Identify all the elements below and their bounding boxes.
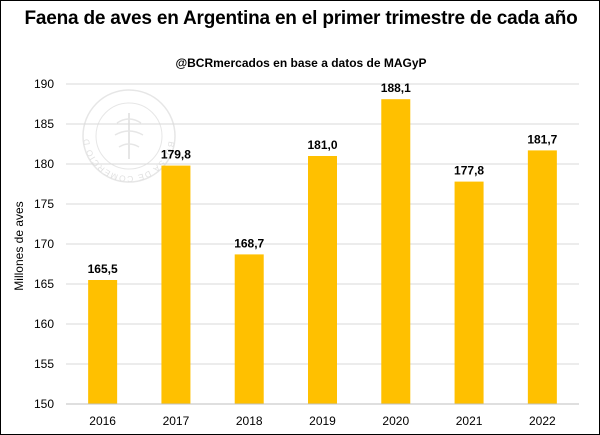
- bar-2021: [454, 181, 484, 404]
- data-label-2018: 168,7: [234, 236, 264, 250]
- data-label-2019: 181,0: [307, 138, 337, 152]
- y-tick-label-190: 190: [34, 77, 54, 91]
- y-tick-label-160: 160: [34, 317, 54, 331]
- data-label-2020: 188,1: [381, 81, 411, 95]
- x-tick-label-2017: 2017: [163, 414, 190, 428]
- watermark-seal: BOLSA DE COMERCIO DE ROSARIO: [1, 1, 177, 184]
- bar-2016: [88, 280, 118, 404]
- y-tick-label-180: 180: [34, 157, 54, 171]
- x-tick-label-2020: 2020: [382, 414, 409, 428]
- x-tick-label-2016: 2016: [89, 414, 116, 428]
- data-label-2022: 181,7: [527, 132, 557, 146]
- bar-2017: [161, 165, 191, 404]
- x-tick-label-2021: 2021: [456, 414, 483, 428]
- bar-2020: [381, 99, 411, 404]
- data-label-2017: 179,8: [161, 148, 191, 162]
- watermark-text-path: BOLSA DE COMERCIO DE ROSARIO: [1, 1, 176, 184]
- data-label-2021: 177,8: [454, 164, 484, 178]
- watermark-wings: [114, 118, 144, 148]
- x-tick-label-2019: 2019: [309, 414, 336, 428]
- y-tick-label-165: 165: [34, 277, 54, 291]
- x-tick-label-2022: 2022: [529, 414, 556, 428]
- y-tick-label-185: 185: [34, 117, 54, 131]
- x-tick-label-2018: 2018: [236, 414, 263, 428]
- y-tick-label-170: 170: [34, 237, 54, 251]
- chart-title: Faena de aves en Argentina en el primer …: [24, 8, 578, 29]
- watermark-inner-ring: [95, 102, 163, 170]
- y-tick-label-175: 175: [34, 197, 54, 211]
- y-tick-label-155: 155: [34, 357, 54, 371]
- data-label-2016: 165,5: [88, 262, 118, 276]
- bar-2022: [527, 150, 557, 404]
- bar-2019: [308, 156, 337, 404]
- bar-2018: [234, 254, 264, 404]
- chart-subtitle: @BCRmercados en base a datos de MAGyP: [175, 56, 427, 70]
- watermark-text: BOLSA DE COMERCIO DE ROSARIO: [1, 1, 177, 184]
- watermark-outer-ring: [82, 89, 176, 183]
- y-tick-label-150: 150: [34, 397, 54, 411]
